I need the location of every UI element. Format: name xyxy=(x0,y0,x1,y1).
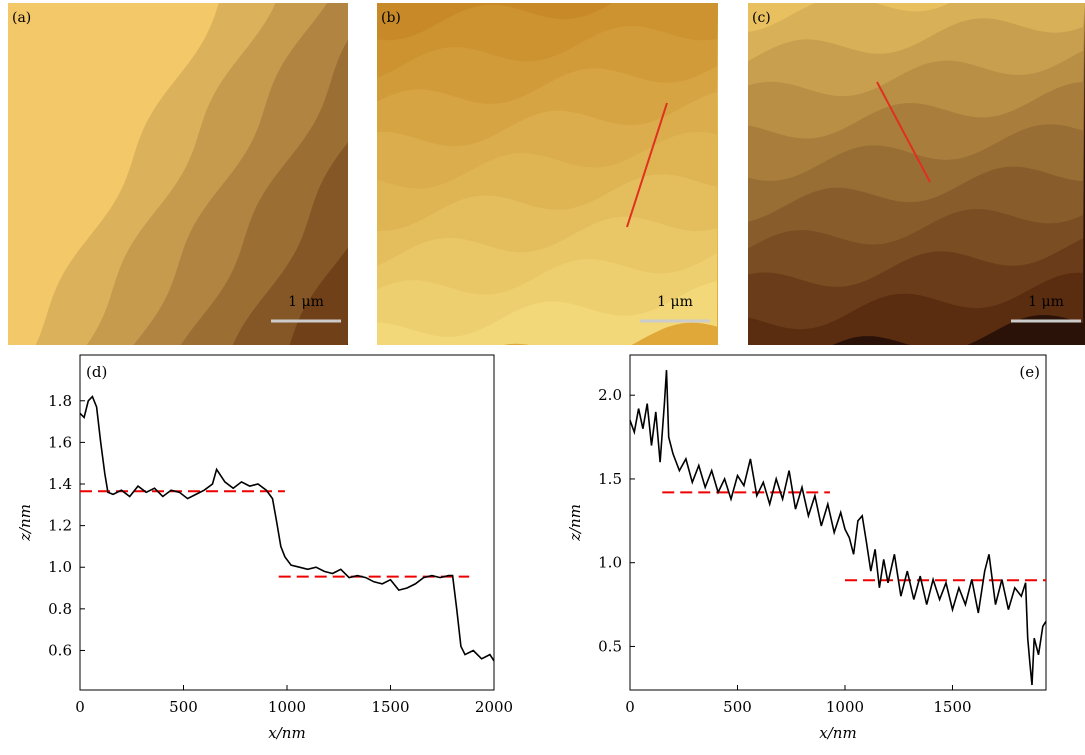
y-tick-label: 1.0 xyxy=(598,554,622,572)
x-tick-label: 0 xyxy=(625,698,635,716)
plot-frame xyxy=(629,354,1047,691)
y-tick-label: 0.6 xyxy=(48,641,72,659)
y-tick-label: 0.5 xyxy=(598,637,622,655)
profile-line xyxy=(876,81,931,183)
y-tick-label: 1.8 xyxy=(48,392,72,410)
panel-label: (e) xyxy=(1019,363,1040,381)
x-tick-label: 1500 xyxy=(371,698,409,716)
y-tick-label: 1.6 xyxy=(48,433,72,451)
panel-label: (c) xyxy=(752,10,771,26)
y-tick-label: 1.5 xyxy=(598,470,622,488)
terrace xyxy=(377,3,718,41)
scale-bar-label: 1 μm xyxy=(657,294,693,310)
afm-image xyxy=(748,3,1085,345)
panel-label: (a) xyxy=(12,10,31,26)
x-tick-label: 1000 xyxy=(826,698,864,716)
terrace xyxy=(748,3,1085,32)
x-axis-label: x/nm xyxy=(268,724,305,742)
y-axis-label: z/nm xyxy=(16,504,34,542)
afm-image xyxy=(8,3,348,345)
y-tick-label: 1.4 xyxy=(48,475,72,493)
x-tick-label: 1000 xyxy=(268,698,306,716)
y-tick-label: 0.8 xyxy=(48,600,72,618)
terrace xyxy=(8,3,219,345)
x-axis-label: x/nm xyxy=(819,724,856,742)
profile-curve xyxy=(79,395,495,662)
terrace xyxy=(377,3,718,78)
profile-curve xyxy=(629,370,1047,686)
x-tick-label: 1500 xyxy=(933,698,971,716)
plot-frame xyxy=(79,354,495,691)
panel-label: (b) xyxy=(381,10,401,26)
x-tick-label: 500 xyxy=(723,698,752,716)
y-tick-label: 1.0 xyxy=(48,558,72,576)
y-tick-label: 2.0 xyxy=(598,386,622,404)
x-tick-label: 500 xyxy=(169,698,198,716)
terrace xyxy=(748,3,1085,62)
y-axis-label: z/nm xyxy=(566,504,584,542)
afm-image xyxy=(377,3,718,345)
y-tick-label: 1.2 xyxy=(48,517,72,535)
x-tick-label: 2000 xyxy=(475,698,513,716)
scale-bar-label: 1 μm xyxy=(288,294,324,310)
profile-line xyxy=(626,102,668,228)
panel-label: (d) xyxy=(86,363,107,381)
x-tick-label: 0 xyxy=(75,698,85,716)
scale-bar-label: 1 μm xyxy=(1028,294,1064,310)
